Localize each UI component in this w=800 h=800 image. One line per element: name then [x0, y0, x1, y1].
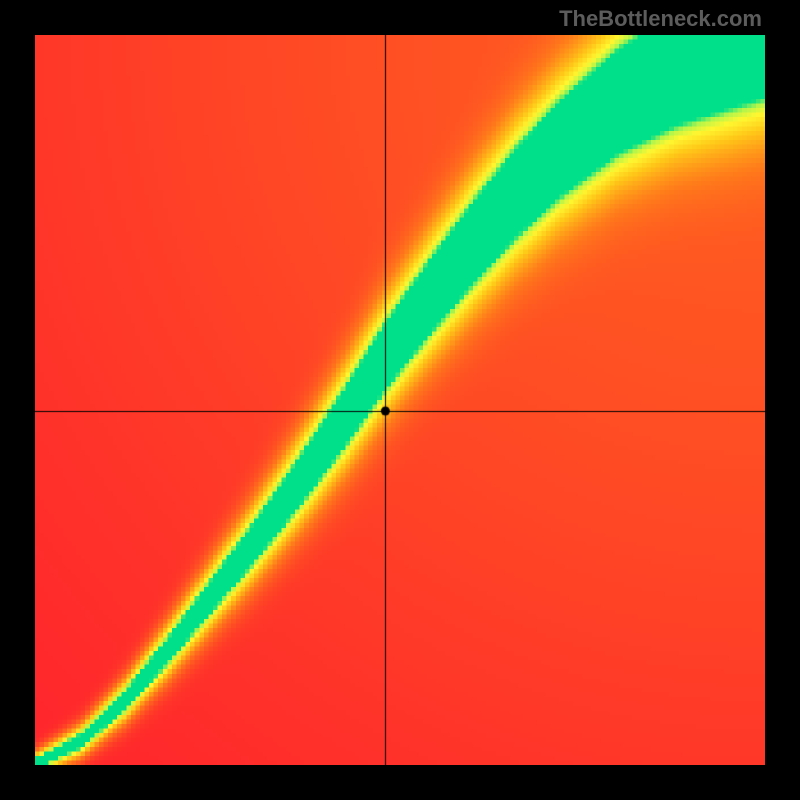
chart-container: TheBottleneck.com — [0, 0, 800, 800]
bottleneck-heatmap — [35, 35, 765, 765]
watermark-text: TheBottleneck.com — [559, 6, 762, 32]
